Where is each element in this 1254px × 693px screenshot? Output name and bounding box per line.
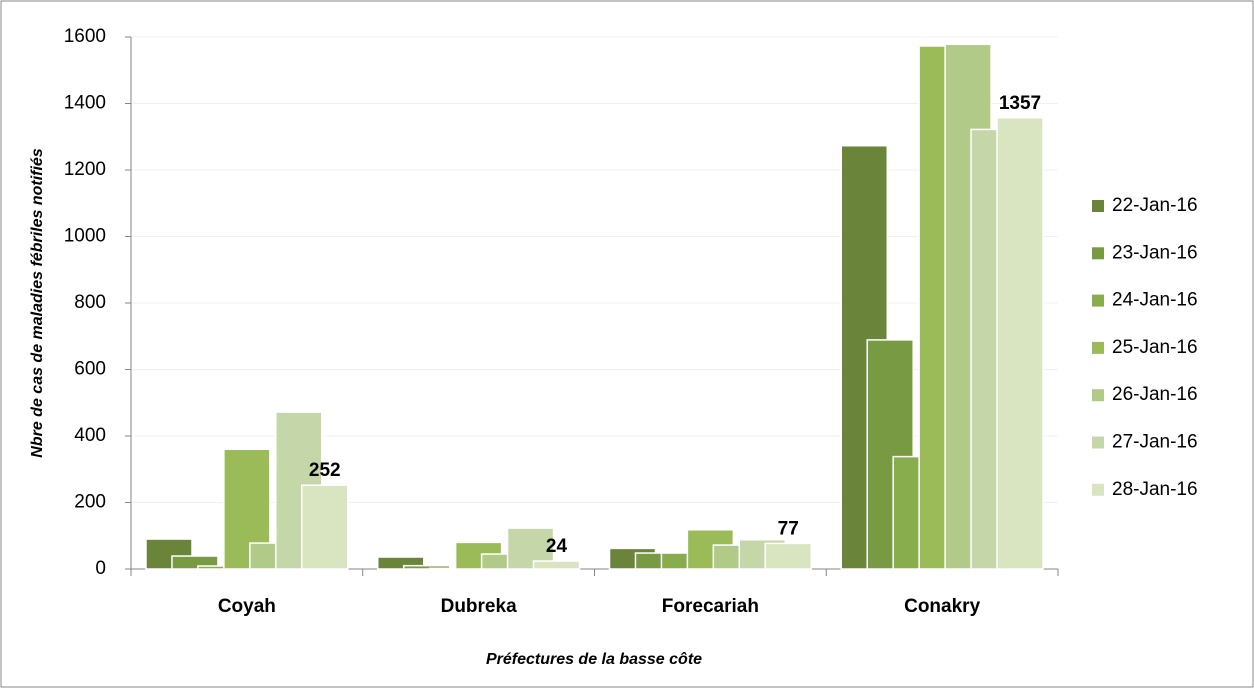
data-label: 77: [778, 518, 799, 539]
legend-swatch: [1092, 389, 1104, 402]
data-label: 1357: [999, 93, 1041, 114]
legend-label: 28-Jan-16: [1112, 479, 1198, 500]
legend-label: 24-Jan-16: [1112, 290, 1198, 311]
legend-swatch: [1092, 200, 1104, 212]
x-tick-label: Forecariah: [662, 596, 759, 617]
y-tick-label: 1200: [64, 159, 106, 180]
bar: [377, 556, 425, 570]
legend-swatch: [1092, 341, 1104, 354]
data-label: 24: [546, 536, 568, 557]
legend-label: 25-Jan-16: [1112, 337, 1198, 358]
bar: [996, 117, 1044, 570]
legend-swatch: [1092, 483, 1104, 496]
y-axis-title: Nbre de cas de maladies fébriles notifié…: [29, 148, 46, 458]
legend-label: 26-Jan-16: [1112, 384, 1198, 405]
legend-swatch: [1092, 294, 1104, 307]
legend-label: 27-Jan-16: [1112, 432, 1198, 453]
y-tick-label: 600: [74, 359, 106, 380]
y-tick-label: 800: [74, 292, 106, 313]
legend-swatch: [1092, 436, 1104, 449]
y-tick-label: 0: [95, 558, 106, 579]
y-tick-label: 1000: [64, 226, 106, 247]
y-tick-label: 200: [74, 492, 106, 513]
legend-swatch: [1092, 247, 1104, 260]
y-tick-label: 400: [74, 425, 106, 446]
x-tick-label: Conakry: [904, 596, 980, 617]
data-label: 252: [309, 460, 341, 481]
y-tick-label: 1400: [64, 93, 106, 114]
legend-label: 23-Jan-16: [1112, 242, 1198, 263]
y-tick-label: 1600: [64, 26, 106, 47]
bar: [301, 484, 349, 570]
legend-label: 22-Jan-16: [1112, 195, 1198, 216]
x-tick-label: Coyah: [218, 596, 276, 617]
bar: [532, 560, 581, 570]
x-tick-label: Dubreka: [441, 596, 517, 617]
x-axis-title: Préfectures de la basse côte: [486, 651, 702, 668]
bar: [402, 564, 451, 570]
bar: [764, 542, 812, 570]
